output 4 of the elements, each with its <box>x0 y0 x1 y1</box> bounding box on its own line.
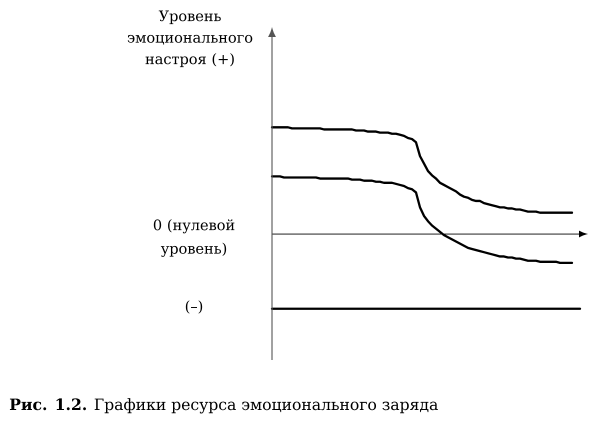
text: 0 (нулевой уровень) <box>154 219 234 257</box>
y-axis-title: Уровень эмоционального настроя (+) <box>128 10 252 68</box>
text: Рис. 1.2. Графики ресурса эмоционального заряда <box>10 398 438 414</box>
text: (–) <box>186 300 202 314</box>
